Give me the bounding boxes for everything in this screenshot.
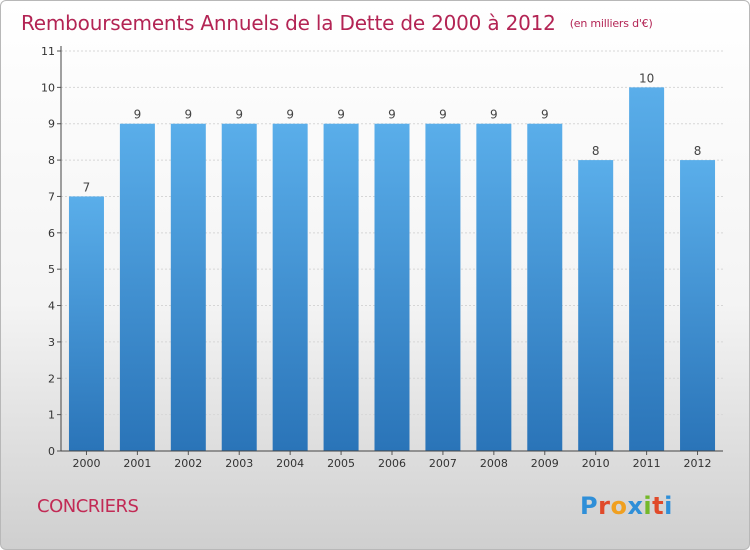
bar-2000 (68, 196, 104, 451)
bar-2005 (323, 123, 359, 452)
bar-2007 (425, 123, 461, 452)
bar-2010 (578, 160, 614, 451)
logo-letter: P (580, 492, 599, 520)
labels: 0 1 2 3 4 5 6 7 8 9 10 11 7 2000 9 2001 9 2002 9 2003 9 2004 9… (41, 45, 712, 470)
data-label: 9 (134, 108, 142, 122)
logo-letter: i (664, 492, 673, 520)
bar-2006 (374, 123, 410, 452)
y-tick-label: 4 (48, 300, 55, 313)
y-tick-label: 8 (48, 154, 55, 167)
y-tick-label: 3 (48, 336, 55, 349)
bars (68, 87, 716, 452)
data-label: 8 (592, 144, 600, 158)
bar-2009 (527, 123, 563, 452)
bar-2008 (476, 123, 512, 452)
data-label: 9 (490, 108, 498, 122)
logo-letter: x (627, 492, 644, 520)
x-tick-label: 2000 (72, 457, 100, 470)
x-tick-label: 2007 (429, 457, 457, 470)
x-tick-label: 2012 (684, 457, 712, 470)
y-tick-label: 11 (41, 45, 55, 58)
bar-2011 (629, 87, 665, 451)
bar-2001 (119, 123, 155, 452)
logo-letter: i (643, 492, 653, 520)
y-tick-label: 1 (48, 409, 55, 422)
data-label: 9 (184, 108, 192, 122)
x-tick-label: 2001 (123, 457, 151, 470)
y-tick-label: 7 (48, 190, 55, 203)
x-tick-label: 2002 (174, 457, 202, 470)
x-tick-label: 2009 (531, 457, 559, 470)
proxiti-logo[interactable]: Proxiti (580, 492, 673, 520)
bar-2004 (272, 123, 308, 452)
data-label: 8 (694, 144, 702, 158)
x-tick-label: 2006 (378, 457, 406, 470)
y-tick-label: 10 (41, 81, 55, 94)
bar-2003 (221, 123, 257, 452)
data-label: 9 (235, 108, 243, 122)
bar-2012 (680, 160, 716, 451)
y-tick-label: 6 (48, 227, 55, 240)
axes (57, 46, 723, 455)
x-tick-label: 2003 (225, 457, 253, 470)
x-tick-label: 2008 (480, 457, 508, 470)
y-tick-label: 9 (48, 118, 55, 131)
data-label: 9 (337, 108, 345, 122)
data-label: 9 (388, 108, 396, 122)
data-label: 9 (541, 108, 549, 122)
x-tick-label: 2010 (582, 457, 610, 470)
x-tick-label: 2011 (633, 457, 661, 470)
y-tick-label: 2 (48, 372, 55, 385)
x-tick-label: 2005 (327, 457, 355, 470)
y-tick-label: 0 (48, 445, 55, 458)
chart-title-text: Remboursements Annuels de la Dette de 20… (21, 11, 556, 35)
x-tick-label: 2004 (276, 457, 304, 470)
y-tick-label: 5 (48, 263, 55, 276)
chart-title: Remboursements Annuels de la Dette de 20… (21, 11, 653, 35)
bar-2002 (170, 123, 206, 452)
data-label: 9 (439, 108, 447, 122)
logo-letter: o (610, 492, 628, 520)
logo-letter: r (598, 492, 611, 520)
data-label: 9 (286, 108, 294, 122)
data-label: 7 (83, 180, 91, 194)
logo-letter: t (652, 492, 665, 520)
data-label: 10 (639, 71, 654, 85)
commune-name: CONCRIERS (37, 496, 139, 517)
chart-subtitle: (en milliers d'€) (569, 17, 653, 30)
